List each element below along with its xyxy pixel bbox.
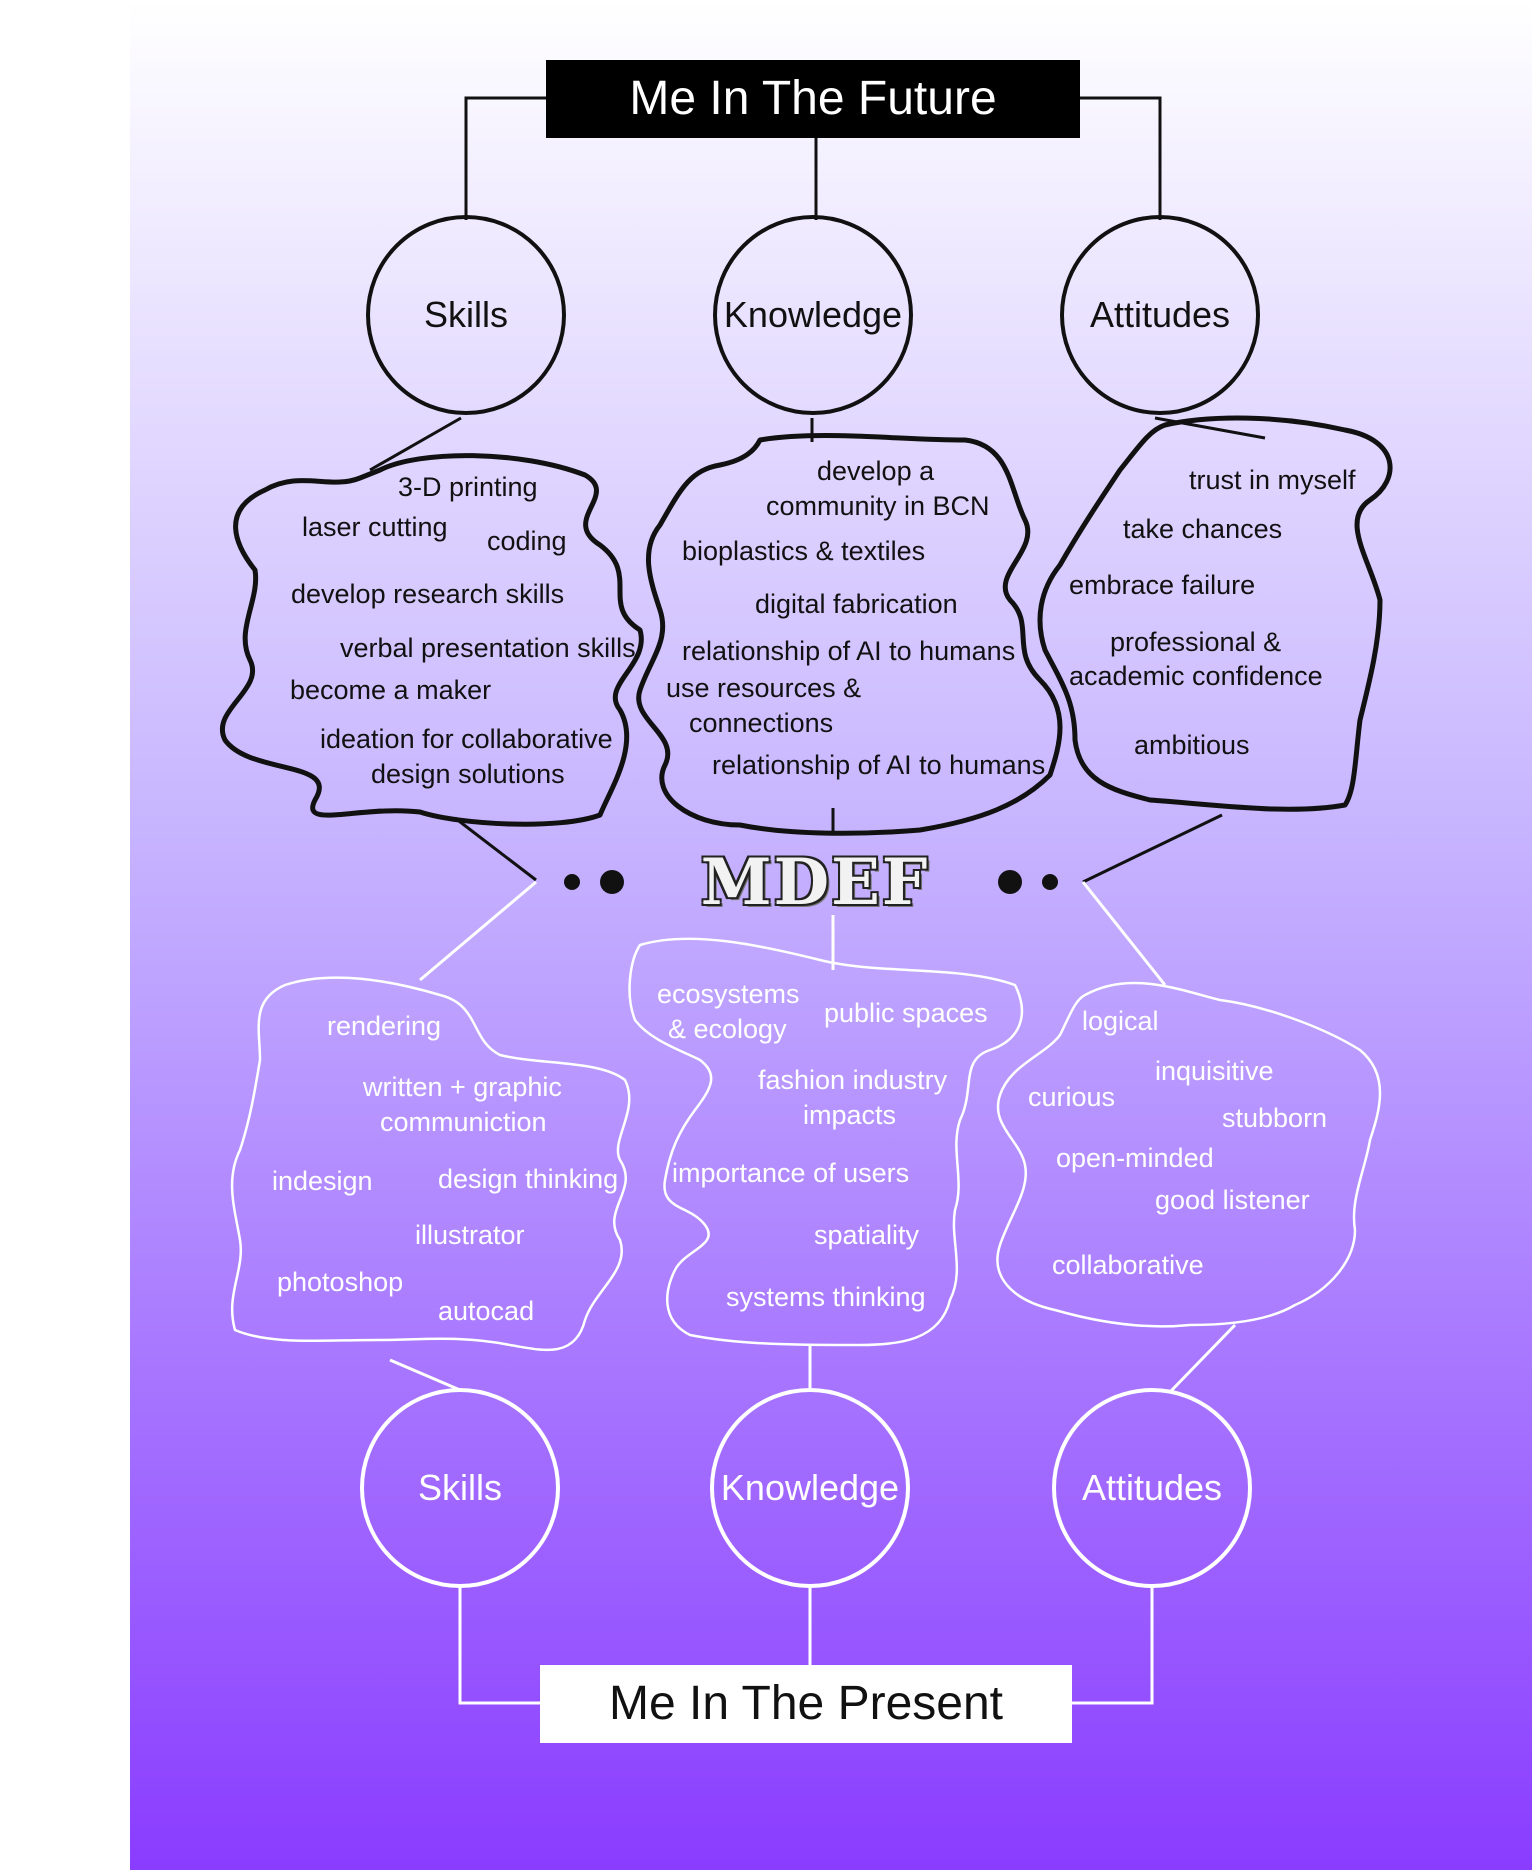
future-attitudes-item: academic confidence <box>1069 661 1323 691</box>
future-skills-item: develop research skills <box>291 579 565 609</box>
present-skills-item: autocad <box>438 1296 535 1326</box>
future-knowledge-item: digital fabrication <box>755 589 958 619</box>
future-skills-cloud <box>220 453 644 827</box>
present-attitudes-cloud <box>996 981 1382 1328</box>
future-attitudes-cloud <box>1037 415 1393 812</box>
future-knowledge-circle <box>713 215 913 415</box>
future-skills-circle <box>366 215 566 415</box>
present-attitudes-item: logical <box>1082 1006 1159 1036</box>
present-knowledge-item: & ecology <box>668 1014 787 1044</box>
future-skills-item: design solutions <box>371 759 565 789</box>
present-connectors <box>389 880 1237 1705</box>
future-knowledge-item: relationship of AI to humans <box>682 636 1016 666</box>
present-knowledge-item: fashion industry <box>758 1065 948 1095</box>
present-knowledge-item: spatiality <box>814 1220 920 1250</box>
present-knowledge-label: Knowledge <box>720 1467 900 1508</box>
future-skills-item: ideation for collaborative <box>320 724 613 754</box>
future-knowledge-item: develop a <box>817 456 935 486</box>
present-title: Me In The Present <box>609 1677 1003 1730</box>
dot-left-large <box>600 870 624 894</box>
present-knowledge-item: importance of users <box>672 1158 910 1188</box>
future-attitudes-item: trust in myself <box>1189 465 1356 495</box>
future-knowledge-item: use resources & <box>666 673 862 703</box>
future-clouds <box>220 415 1393 836</box>
present-knowledge-item: systems thinking <box>726 1282 926 1312</box>
future-skills-label: Skills <box>423 294 508 335</box>
present-title-box <box>540 1665 1072 1743</box>
future-skills-item: coding <box>487 526 567 556</box>
future-skills-item: become a maker <box>290 675 492 705</box>
future-attitudes-item: embrace failure <box>1069 570 1256 600</box>
present-knowledge-item: ecosystems <box>657 979 800 1009</box>
future-title-box <box>546 60 1080 138</box>
future-title: Me In The Future <box>629 72 997 125</box>
present-clouds <box>230 937 1382 1352</box>
future-knowledge-item: community in BCN <box>766 491 990 521</box>
future-skills-item: 3-D printing <box>398 472 538 502</box>
mdef-dots <box>564 870 1058 894</box>
future-circles <box>366 215 1260 415</box>
present-attitudes-item: open-minded <box>1056 1143 1214 1173</box>
present-attitudes-item: collaborative <box>1052 1250 1204 1280</box>
present-skills-item: written + graphic <box>363 1072 562 1102</box>
present-knowledge-item: impacts <box>803 1100 897 1130</box>
present-skills-item: communiction <box>380 1107 547 1137</box>
future-knowledge-item: relationship of AI to humans <box>712 750 1046 780</box>
present-attitudes-item: good listener <box>1155 1185 1310 1215</box>
present-skills-item: indesign <box>272 1166 373 1196</box>
future-skills-item: verbal presentation skills <box>340 633 636 663</box>
future-attitudes-label: Attitudes <box>1089 294 1231 335</box>
present-skills-label: Skills <box>417 1467 502 1508</box>
present-skills-item: rendering <box>327 1011 442 1041</box>
present-attitudes-label: Attitudes <box>1081 1467 1223 1508</box>
future-knowledge-cloud <box>636 433 1063 836</box>
gradient-background <box>130 0 1532 1870</box>
future-attitudes-item: ambitious <box>1134 730 1250 760</box>
future-skills-item: laser cutting <box>302 512 448 542</box>
present-knowledge-item: public spaces <box>824 998 988 1028</box>
dot-right-large <box>998 870 1022 894</box>
future-attitudes-circle <box>1060 215 1260 415</box>
present-knowledge-cloud <box>628 937 1024 1347</box>
present-knowledge-circle <box>710 1388 910 1588</box>
future-attitudes-item: take chances <box>1123 514 1283 544</box>
present-skills-cloud <box>230 976 631 1352</box>
future-knowledge-item: bioplastics & textiles <box>682 536 926 566</box>
present-attitudes-item: inquisitive <box>1155 1056 1274 1086</box>
future-attitudes-item: professional & <box>1110 627 1282 657</box>
present-attitudes-item: stubborn <box>1222 1103 1328 1133</box>
future-knowledge-label: Knowledge <box>723 294 903 335</box>
dot-right-small <box>1042 874 1058 890</box>
present-skills-item: design thinking <box>438 1164 619 1194</box>
present-skills-item: photoshop <box>277 1267 404 1297</box>
present-skills-circle <box>360 1388 560 1588</box>
present-circles <box>360 1388 1252 1588</box>
dot-left-small <box>564 874 580 890</box>
present-attitudes-item: curious <box>1028 1082 1116 1112</box>
mdef-logo: MDEF <box>700 845 930 920</box>
present-skills-item: illustrator <box>415 1220 525 1250</box>
future-knowledge-item: connections <box>689 708 834 738</box>
present-attitudes-circle <box>1052 1388 1252 1588</box>
